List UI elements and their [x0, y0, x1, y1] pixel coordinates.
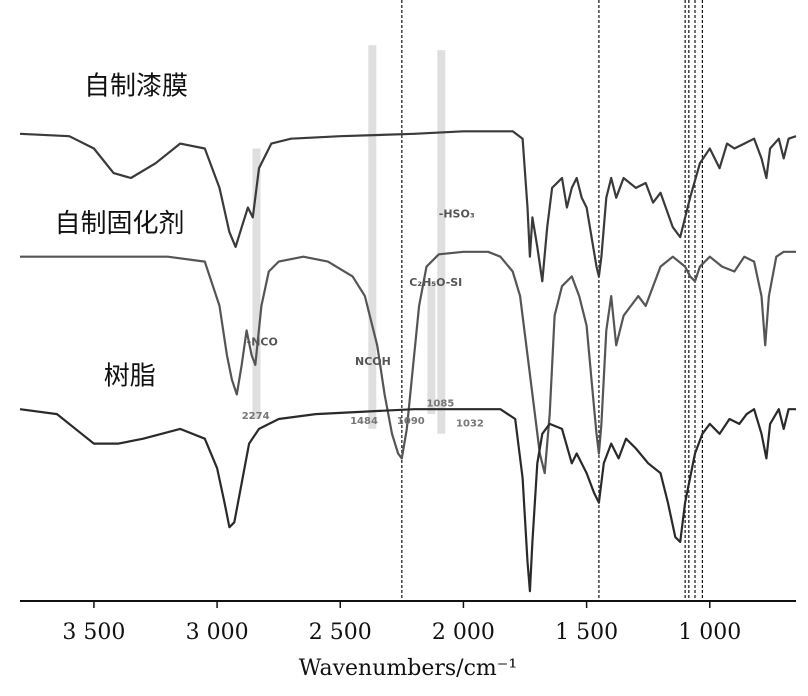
- reference-lines: [401, 0, 703, 601]
- series-label-2: 树脂: [104, 362, 156, 392]
- x-tick-label-3: 2 000: [432, 620, 495, 645]
- x-tick-label-5: 1 000: [678, 620, 741, 645]
- x-axis-ticks: 3 500 3 000 2 500 2 000 1 500 1 000: [62, 601, 741, 645]
- highlight-band-2: [427, 281, 436, 415]
- annotation-8: 1032: [456, 418, 484, 429]
- annotations: -NCO NCOH C₂H₅O-SI -HSO₃ 2274 1484 10901085103…: [242, 207, 484, 429]
- x-axis-label: Wavenumbers/cm⁻¹: [299, 656, 517, 681]
- annotation-1: NCOH: [355, 355, 391, 368]
- x-tick-label-0: 3 500: [62, 620, 125, 645]
- annotation-3: -HSO₃: [439, 207, 475, 220]
- highlight-band-1: [368, 45, 377, 429]
- annotation-7: 1085: [426, 399, 454, 410]
- series-label-0: 自制漆膜: [84, 71, 188, 101]
- series-label-1: 自制固化剂: [54, 209, 184, 239]
- annotation-0: -NCO: [247, 335, 278, 348]
- x-tick-label-2: 2 500: [309, 620, 372, 645]
- series-line-1: [20, 250, 796, 475]
- highlight-band-0: [252, 148, 261, 420]
- annotation-6: 1090: [397, 416, 425, 427]
- highlight-band-3: [437, 50, 446, 434]
- annotation-4: 2274: [242, 411, 270, 422]
- series-lines: [19, 130, 797, 593]
- x-tick-label-4: 1 500: [555, 620, 618, 645]
- x-tick-label-1: 3 000: [186, 620, 249, 645]
- annotation-2: C₂H₅O-SI: [409, 276, 462, 289]
- series-line-0: [19, 130, 797, 283]
- highlight-bands: [252, 45, 446, 434]
- annotation-5: 1484: [350, 416, 378, 427]
- series-line-2: [19, 408, 796, 593]
